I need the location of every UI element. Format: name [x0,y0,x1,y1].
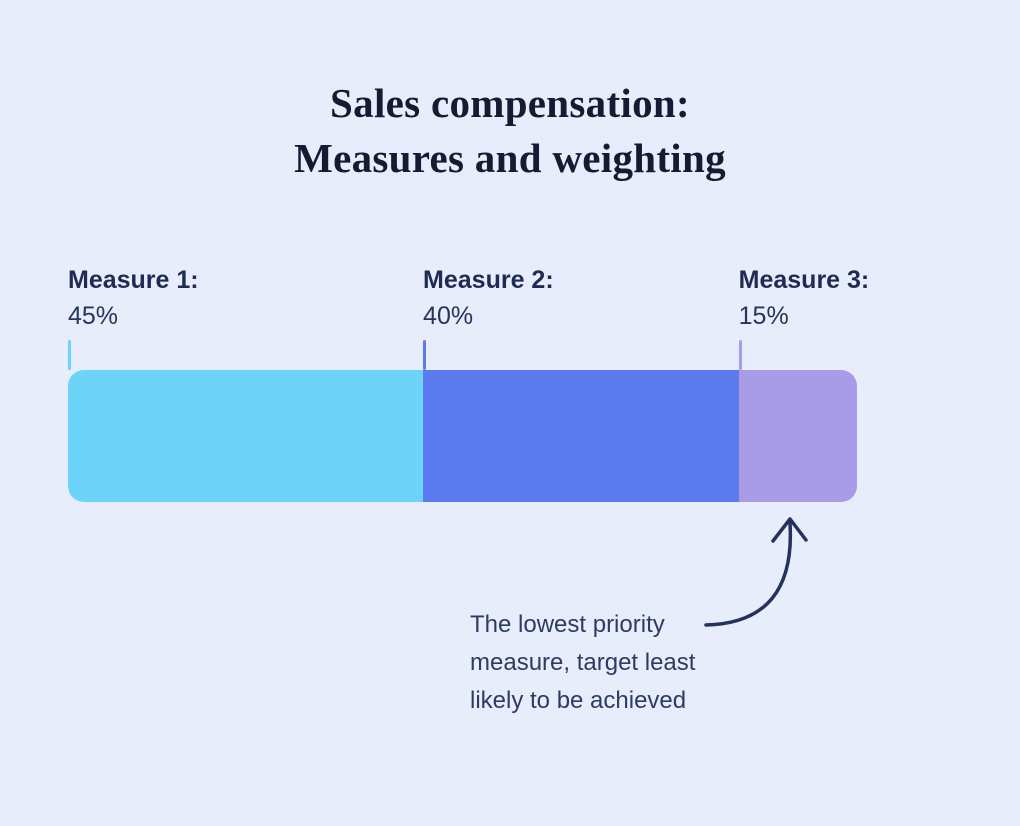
title-line-1: Sales compensation: [330,80,690,126]
measure-1-label: Measure 1: [68,266,199,294]
curved-arrow-icon [704,517,808,627]
bar-segment-measure-1 [68,370,424,502]
measure-2-label-group: Measure 2: 40% [423,266,554,331]
measure-3-label: Measure 3: [738,266,870,294]
bar-segment-measure-2 [423,370,739,502]
page-title: Sales compensation: Measures and weighti… [0,76,1020,185]
annotation-text: The lowest priority measure, target leas… [470,611,696,714]
measure-1-value: 45% [68,302,119,330]
stacked-bar-chart: Measure 1: 45% Measure 2: 40% Measure 3:… [68,266,869,502]
title-line-2: Measures and weighting [294,134,726,181]
measure-2-label: Measure 2: [423,266,554,294]
measure-3-value: 15% [738,302,789,330]
tick-measure-3 [738,340,742,370]
tick-measure-2 [423,340,427,370]
measure-2-value: 40% [423,302,474,330]
measure-3-label-group: Measure 3: 15% [739,266,870,331]
measure-1-label-group: Measure 1: 45% [68,266,199,331]
weighting-bar [68,370,857,502]
tick-measure-1 [68,340,71,370]
bar-segment-measure-3 [738,370,857,502]
